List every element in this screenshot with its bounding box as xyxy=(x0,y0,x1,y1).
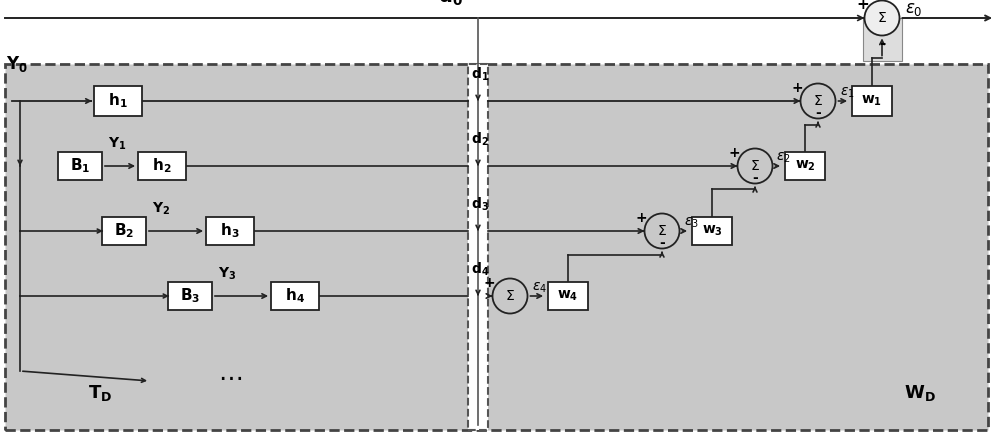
Text: $\mathbf{Y_0}$: $\mathbf{Y_0}$ xyxy=(6,54,28,74)
Text: $\varepsilon_3$: $\varepsilon_3$ xyxy=(684,216,698,230)
Bar xyxy=(5,64,988,430)
Text: -: - xyxy=(879,35,885,51)
Bar xyxy=(206,217,254,245)
Text: -: - xyxy=(752,170,758,184)
Text: $\mathbf{Y_1}$: $\mathbf{Y_1}$ xyxy=(108,136,126,153)
Bar xyxy=(138,152,186,180)
Bar xyxy=(862,18,902,61)
Text: $\mathbf{d_0}$: $\mathbf{d_0}$ xyxy=(438,0,462,8)
Text: $\Sigma$: $\Sigma$ xyxy=(505,289,515,303)
Bar xyxy=(58,152,102,180)
Text: $\varepsilon_2$: $\varepsilon_2$ xyxy=(776,151,791,165)
Circle shape xyxy=(800,84,836,119)
Text: $\varepsilon_4$: $\varepsilon_4$ xyxy=(532,281,547,296)
Text: $\Sigma$: $\Sigma$ xyxy=(877,11,887,25)
Text: $\mathbf{w_4}$: $\mathbf{w_4}$ xyxy=(557,289,579,303)
Text: $\mathbf{h_3}$: $\mathbf{h_3}$ xyxy=(220,221,240,240)
Text: $\mathbf{w_1}$: $\mathbf{w_1}$ xyxy=(861,94,883,108)
Bar xyxy=(94,86,142,116)
Text: $\Sigma$: $\Sigma$ xyxy=(750,159,760,173)
Text: $\mathbf{T_D}$: $\mathbf{T_D}$ xyxy=(88,383,112,403)
Text: +: + xyxy=(791,81,803,95)
Text: $\Sigma$: $\Sigma$ xyxy=(813,94,823,108)
Text: $\Sigma$: $\Sigma$ xyxy=(657,224,667,238)
Text: $\varepsilon_0$: $\varepsilon_0$ xyxy=(905,1,922,18)
Text: -: - xyxy=(659,235,665,249)
Bar xyxy=(852,86,892,116)
Text: $\mathbf{B_1}$: $\mathbf{B_1}$ xyxy=(70,157,90,175)
Text: +: + xyxy=(484,276,495,290)
Text: $\mathbf{Y_3}$: $\mathbf{Y_3}$ xyxy=(218,266,236,283)
Bar xyxy=(271,282,319,310)
Text: $\mathbf{w_3}$: $\mathbf{w_3}$ xyxy=(702,224,722,238)
Text: $\mathbf{h_1}$: $\mathbf{h_1}$ xyxy=(108,92,128,110)
Bar xyxy=(102,217,146,245)
Text: +: + xyxy=(636,211,647,225)
Text: $\mathbf{Y_2}$: $\mathbf{Y_2}$ xyxy=(152,201,170,218)
Text: $\mathbf{w_2}$: $\mathbf{w_2}$ xyxy=(795,159,815,173)
Text: $\cdots$: $\cdots$ xyxy=(218,365,242,389)
Circle shape xyxy=(492,279,528,313)
Text: +: + xyxy=(856,0,869,12)
Text: -: - xyxy=(815,106,821,119)
Text: $\mathbf{d_2}$: $\mathbf{d_2}$ xyxy=(471,131,489,148)
Text: $\mathbf{B_3}$: $\mathbf{B_3}$ xyxy=(180,286,200,305)
Bar xyxy=(168,282,212,310)
Circle shape xyxy=(738,149,772,184)
Text: $\mathbf{B_2}$: $\mathbf{B_2}$ xyxy=(114,221,134,240)
Text: $\mathbf{d_3}$: $\mathbf{d_3}$ xyxy=(471,196,489,213)
Bar xyxy=(692,217,732,245)
Bar xyxy=(785,152,825,180)
Text: $\mathbf{d_4}$: $\mathbf{d_4}$ xyxy=(471,261,489,279)
Text: $\mathbf{W_D}$: $\mathbf{W_D}$ xyxy=(904,383,936,403)
Text: $\mathbf{h_2}$: $\mathbf{h_2}$ xyxy=(152,157,172,175)
Circle shape xyxy=(644,214,680,249)
Text: $\mathbf{d_1}$: $\mathbf{d_1}$ xyxy=(471,66,489,83)
Bar xyxy=(468,64,488,430)
Text: +: + xyxy=(728,146,740,160)
Text: $\mathbf{h_4}$: $\mathbf{h_4}$ xyxy=(285,286,305,305)
Circle shape xyxy=(864,0,900,35)
Bar xyxy=(548,282,588,310)
Text: $\varepsilon_1$: $\varepsilon_1$ xyxy=(840,86,854,100)
